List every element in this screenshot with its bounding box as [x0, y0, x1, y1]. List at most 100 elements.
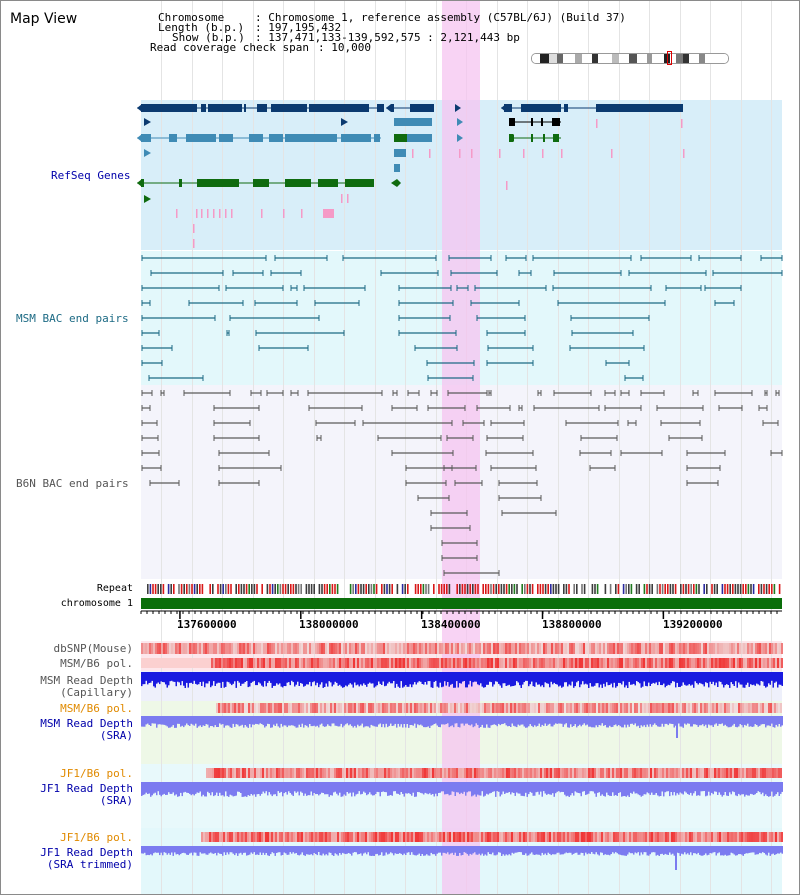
- msm-pol-heat-cell: [423, 658, 425, 668]
- jf1-pol2-heat-cell: [739, 832, 741, 842]
- msm-pol-heat-cell: [371, 658, 373, 668]
- msm-pol-2-label[interactable]: MSM/B6 pol.: [60, 702, 133, 715]
- msm-pol-heat-cell: [749, 658, 751, 668]
- jf1-pol2-heat-cell: [549, 832, 551, 842]
- msm-bac-label[interactable]: MSM BAC end pairs: [16, 312, 129, 325]
- dbsnp-heat-cell: [431, 643, 433, 654]
- jf1-pol-heat-cell: [328, 768, 330, 778]
- gene-feature-pink: [301, 209, 303, 218]
- msm-pol-heat-cell: [707, 658, 709, 668]
- jf1-sra-depth-bar: [309, 782, 311, 796]
- msm-sra-depth-bar: [150, 716, 152, 726]
- grid-line: [436, 1, 437, 894]
- jf1-trim-depth-bar: [424, 846, 426, 856]
- chromosome-value: : Chromosome 1, reference assembly (C57B…: [255, 11, 626, 24]
- selected-region-highlight[interactable]: [442, 1, 480, 894]
- repeat-element: [295, 584, 297, 594]
- jf1-trim-depth-bar: [142, 846, 144, 854]
- msm-cap-depth-bar: [463, 672, 465, 681]
- jf1-pol2-heat-cell: [411, 832, 413, 842]
- msm-sra-depth-bar: [448, 716, 450, 728]
- msm-pol-heat-cell: [421, 658, 423, 668]
- dbsnp-heat-cell: [439, 643, 441, 654]
- jf1-pol2-heat-cell: [611, 832, 613, 842]
- msm-cap-depth-bar: [441, 672, 443, 688]
- jf1-pol-heat-cell: [568, 768, 570, 778]
- msm-pol-heat-cell: [679, 658, 681, 668]
- msm-pol2-heat-cell: [694, 703, 696, 713]
- jf1-trim-depth-bar: [423, 846, 425, 856]
- msm-cap-depth-bar: [444, 672, 446, 682]
- jf1-sra-depth-bar: [430, 782, 432, 795]
- jf1-trim-depth-bar: [648, 846, 650, 856]
- dbsnp-label[interactable]: dbSNP(Mouse): [53, 642, 133, 655]
- jf1-sra-depth-bar: [585, 782, 587, 795]
- jf1-pol2-heat-cell: [345, 832, 347, 842]
- jf1-pol-label[interactable]: JF1/B6 pol.: [60, 767, 133, 780]
- jf1-trim-depth-label[interactable]: JF1 Read Depth: [40, 846, 133, 859]
- msm-pol-heat-cell: [175, 658, 177, 668]
- dbsnp-heat-cell: [313, 643, 315, 654]
- axis-tick-label: 137600000: [177, 618, 237, 631]
- msm-sra-depth-bar: [508, 716, 510, 726]
- msm-pol2-heat-cell: [230, 703, 232, 713]
- msm-pol-heat-cell: [193, 658, 195, 668]
- jf1-pol-heat-cell: [382, 768, 384, 778]
- dbsnp-heat-cell: [667, 643, 669, 654]
- msm-cap-depth-bar: [306, 672, 308, 685]
- msm-pol2-heat-cell: [484, 703, 486, 713]
- msm-sra-depth-bar: [162, 716, 164, 725]
- msm-pol2-heat-cell: [416, 703, 418, 713]
- msm-sra-depth-bar: [691, 716, 693, 727]
- dbsnp-heat-cell: [271, 643, 273, 654]
- msm-sra-depth-label[interactable]: MSM Read Depth: [40, 717, 133, 730]
- jf1-pol2-heat-cell: [757, 832, 759, 842]
- msm-cap-depth-bar: [531, 672, 533, 682]
- msm-pol2-heat-cell: [238, 703, 240, 713]
- refseq-genes-label[interactable]: RefSeq Genes: [51, 169, 131, 182]
- jf1-trim-depth-bar: [351, 846, 353, 856]
- msm-pol2-heat-cell: [378, 703, 380, 713]
- msm-sra-depth-bar: [745, 716, 747, 726]
- msm-pol-heat-cell: [173, 658, 175, 668]
- jf1-trim-depth-bar: [339, 846, 341, 853]
- jf1-pol-2-label[interactable]: JF1/B6 pol.: [60, 831, 133, 844]
- repeat-element: [212, 584, 214, 594]
- jf1-pol2-heat-cell: [351, 832, 353, 842]
- jf1-sra-depth-bar: [628, 782, 630, 797]
- gene-exon: [285, 179, 311, 187]
- msm-pol-label[interactable]: MSM/B6 pol.: [60, 657, 133, 670]
- dbsnp-heat-cell: [735, 643, 737, 654]
- jf1-trim-depth-bar: [568, 846, 570, 853]
- msm-pol2-heat-cell: [658, 703, 660, 713]
- msm-pol2-heat-cell: [564, 703, 566, 713]
- jf1-pol2-heat-cell: [605, 832, 607, 842]
- msm-cap-depth-bar: [529, 672, 531, 685]
- jf1-sra-depth-label[interactable]: JF1 Read Depth: [40, 782, 133, 795]
- gene-exon: [394, 118, 432, 126]
- dbsnp-heat-cell: [229, 643, 231, 654]
- msm-pol-heat-cell: [667, 658, 669, 668]
- jf1-pol2-heat-cell: [467, 832, 469, 842]
- msm-pol-heat-cell: [625, 658, 627, 668]
- msm-pol2-heat-cell: [780, 703, 782, 713]
- msm-cap-depth-bar: [345, 672, 347, 686]
- msm-cap-depth-bar: [210, 672, 212, 688]
- gene-strand-arrow: [144, 195, 151, 203]
- msm-sra-depth-bar: [202, 716, 204, 726]
- jf1-trim-depth-bar: [696, 846, 698, 855]
- jf1-sra-depth-bar: [181, 782, 183, 797]
- msm-sra-depth-bar: [430, 716, 432, 726]
- repeat-element: [596, 584, 599, 594]
- jf1-pol2-heat-cell: [457, 832, 459, 842]
- msm-cap-depth-bar: [229, 672, 231, 684]
- chromosome-ideogram[interactable]: [531, 53, 729, 64]
- jf1-trim-depth-bar: [522, 846, 524, 855]
- b6n-bac-label[interactable]: B6N BAC end pairs: [16, 477, 129, 490]
- jf1-sra-depth-bar: [474, 782, 476, 795]
- gene-exon: [309, 104, 369, 112]
- jf1-sra-depth-bar: [540, 782, 542, 792]
- msm-cap-depth-label[interactable]: MSM Read Depth: [40, 674, 133, 687]
- jf1-sra-depth-bar: [189, 782, 191, 794]
